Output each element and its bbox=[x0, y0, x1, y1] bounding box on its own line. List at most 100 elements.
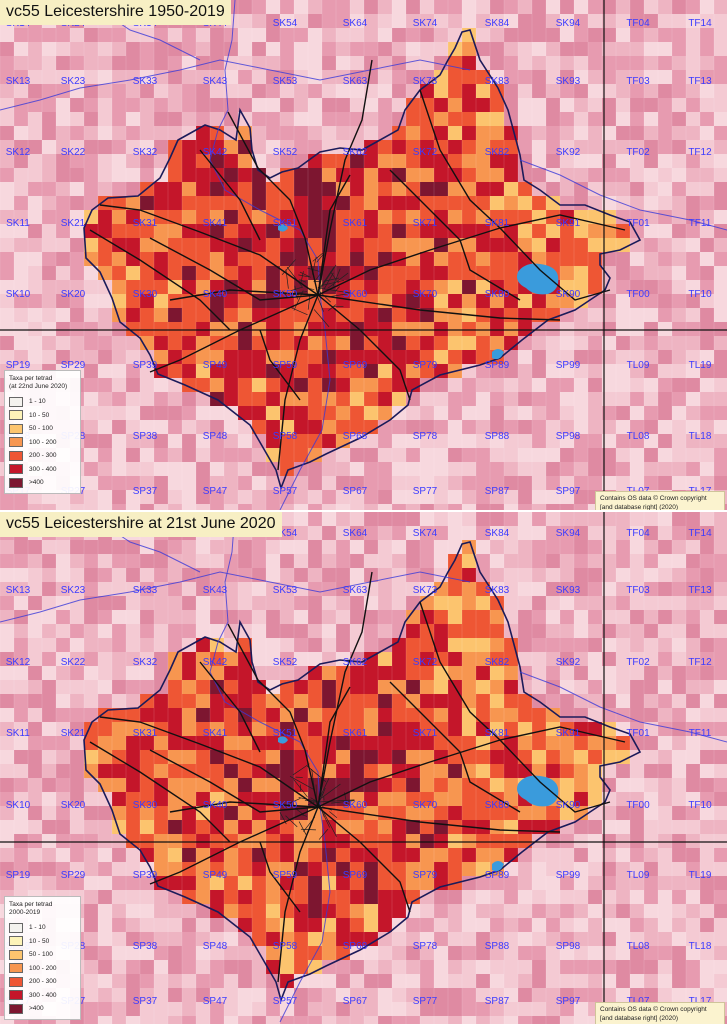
background-cell bbox=[644, 540, 658, 554]
background-cell bbox=[476, 378, 490, 392]
background-cell bbox=[686, 196, 700, 210]
tetrad-cell bbox=[182, 322, 196, 336]
background-cell bbox=[616, 540, 630, 554]
background-cell bbox=[644, 974, 658, 988]
background-cell bbox=[546, 890, 560, 904]
background-cell bbox=[392, 960, 406, 974]
grid-square-label: SK12 bbox=[6, 147, 31, 158]
background-cell bbox=[308, 14, 322, 28]
background-cell bbox=[98, 378, 112, 392]
tetrad-cell bbox=[238, 834, 252, 848]
tetrad-cell bbox=[350, 708, 364, 722]
background-cell bbox=[42, 554, 56, 568]
background-cell bbox=[252, 624, 266, 638]
tetrad-map-2020: SK14SK24SK34SK44SK54SK64SK74SK84SK94TF04… bbox=[0, 512, 727, 1024]
grid-square-label: SK11 bbox=[6, 728, 30, 739]
background-cell bbox=[616, 974, 630, 988]
background-cell bbox=[686, 680, 700, 694]
legend-swatch bbox=[9, 990, 23, 1000]
background-cell bbox=[658, 988, 672, 1002]
background-cell bbox=[714, 750, 727, 764]
background-cell bbox=[658, 14, 672, 28]
tetrad-cell bbox=[126, 238, 140, 252]
tetrad-cell bbox=[406, 834, 420, 848]
background-cell bbox=[588, 680, 602, 694]
background-cell bbox=[98, 974, 112, 988]
tetrad-cell bbox=[322, 392, 336, 406]
tetrad-cell bbox=[182, 210, 196, 224]
background-cell bbox=[462, 1002, 476, 1016]
background-cell bbox=[308, 490, 322, 504]
grid-square-label: SP87 bbox=[485, 996, 510, 1007]
tetrad-cell bbox=[350, 196, 364, 210]
background-cell bbox=[658, 624, 672, 638]
background-cell bbox=[28, 834, 42, 848]
background-cell bbox=[434, 378, 448, 392]
tetrad-cell bbox=[252, 238, 266, 252]
background-cell bbox=[350, 462, 364, 476]
background-cell bbox=[420, 504, 434, 510]
tetrad-cell bbox=[364, 680, 378, 694]
background-cell bbox=[140, 568, 154, 582]
background-cell bbox=[154, 378, 168, 392]
background-cell bbox=[672, 680, 686, 694]
background-cell bbox=[0, 708, 14, 722]
background-cell bbox=[126, 98, 140, 112]
background-cell bbox=[560, 0, 574, 14]
tetrad-cell bbox=[182, 266, 196, 280]
background-cell bbox=[364, 504, 378, 510]
background-cell bbox=[686, 666, 700, 680]
background-cell bbox=[560, 196, 574, 210]
tetrad-cell bbox=[168, 848, 182, 862]
grid-square-label: TF00 bbox=[626, 800, 650, 811]
background-cell bbox=[308, 56, 322, 70]
background-cell bbox=[672, 252, 686, 266]
grid-square-label: SP49 bbox=[203, 360, 228, 371]
background-cell bbox=[126, 1016, 140, 1024]
background-cell bbox=[126, 392, 140, 406]
background-cell bbox=[630, 0, 644, 14]
background-cell bbox=[28, 708, 42, 722]
background-cell bbox=[490, 462, 504, 476]
tetrad-cell bbox=[350, 238, 364, 252]
background-cell bbox=[672, 280, 686, 294]
background-cell bbox=[238, 490, 252, 504]
background-cell bbox=[266, 28, 280, 42]
background-cell bbox=[168, 28, 182, 42]
background-cell bbox=[546, 568, 560, 582]
background-cell bbox=[406, 960, 420, 974]
background-cell bbox=[168, 540, 182, 554]
tetrad-cell bbox=[490, 820, 504, 834]
background-cell bbox=[644, 960, 658, 974]
map-panel-top: SK14SK24SK34SK44SK54SK64SK74SK84SK94TF04… bbox=[0, 0, 727, 512]
grid-square-label: TF04 bbox=[626, 18, 650, 29]
tetrad-cell bbox=[406, 750, 420, 764]
tetrad-cell bbox=[294, 168, 308, 182]
tetrad-cell bbox=[168, 778, 182, 792]
background-cell bbox=[42, 694, 56, 708]
tetrad-cell bbox=[378, 820, 392, 834]
background-cell bbox=[84, 666, 98, 680]
background-cell bbox=[70, 708, 84, 722]
tetrad-cell bbox=[196, 182, 210, 196]
grid-square-label: SK10 bbox=[6, 800, 31, 811]
background-cell bbox=[532, 610, 546, 624]
background-cell bbox=[672, 168, 686, 182]
background-cell bbox=[546, 406, 560, 420]
background-cell bbox=[448, 890, 462, 904]
background-cell bbox=[518, 434, 532, 448]
background-cell bbox=[574, 638, 588, 652]
background-cell bbox=[140, 406, 154, 420]
background-cell bbox=[616, 28, 630, 42]
background-cell bbox=[644, 126, 658, 140]
background-cell bbox=[546, 322, 560, 336]
background-cell bbox=[672, 336, 686, 350]
background-cell bbox=[518, 1016, 532, 1024]
tetrad-cell bbox=[308, 890, 322, 904]
background-cell bbox=[700, 266, 714, 280]
background-cell bbox=[154, 540, 168, 554]
background-cell bbox=[532, 406, 546, 420]
background-cell bbox=[630, 392, 644, 406]
background-cell bbox=[28, 624, 42, 638]
background-cell bbox=[210, 1016, 224, 1024]
